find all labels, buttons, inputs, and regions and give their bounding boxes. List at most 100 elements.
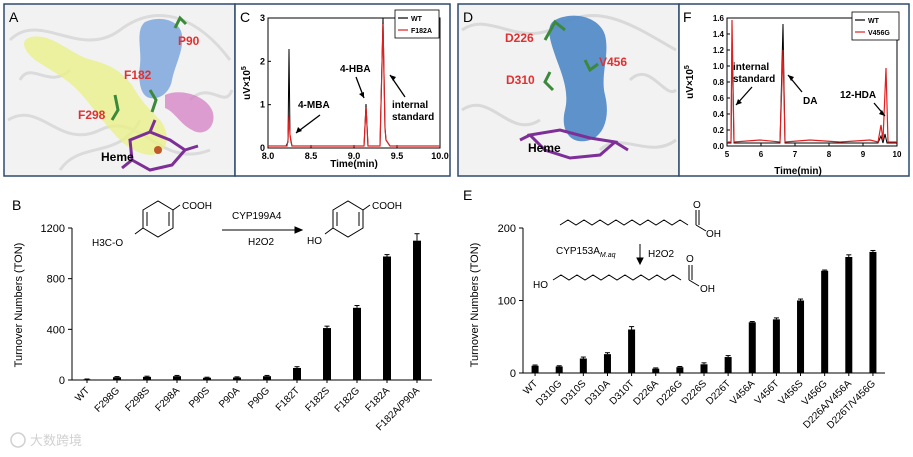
y-tick-label: 2: [260, 56, 265, 66]
label-f182: F182: [124, 68, 152, 82]
x-tick-label: 7: [793, 150, 798, 159]
annotation-12hda: 12-HDA: [840, 90, 876, 101]
x-tick-label: F298A: [154, 385, 183, 414]
bar: [113, 377, 121, 380]
watermark-text: 大数跨境: [30, 433, 82, 448]
legend-label: V456G: [868, 30, 890, 37]
bar: [233, 377, 241, 380]
y-tick-label: 0: [510, 368, 516, 380]
scheme-enzyme-b: CYP199A4: [232, 211, 282, 222]
x-tick-label: P90A: [217, 385, 242, 410]
x-axis-label-f: Time(min): [774, 166, 822, 177]
bar: [724, 357, 732, 373]
y-tick-label: 0: [59, 375, 65, 387]
annotation-da: DA: [803, 96, 817, 107]
bar: [603, 354, 611, 373]
bar: [676, 367, 684, 373]
trace-f182a-c: [268, 23, 440, 147]
legend-f: WT V456G: [851, 11, 900, 41]
panel-d: D D226 V456 D310 Heme: [457, 3, 680, 177]
bars-e: [531, 249, 877, 373]
bar: [203, 377, 211, 380]
label-d226: D226: [505, 31, 534, 45]
annotation-std-line2-f: standard: [733, 74, 775, 85]
y-tick-label: 0.6: [713, 94, 725, 103]
watermark: 大数跨境: [10, 432, 82, 448]
y-tick-label: 1200: [41, 223, 65, 235]
x-tick-label: 8: [827, 150, 832, 159]
y-tick-label: 0.4: [713, 110, 725, 119]
annotation-4hba: 4-HBA: [340, 64, 371, 75]
bar: [652, 368, 660, 373]
annotation-std-line1: internal: [392, 100, 428, 111]
x-tick-label: F182T: [274, 385, 302, 413]
x-tick-label: D310A: [583, 378, 613, 408]
bar: [323, 328, 331, 380]
panel-letter-c: C: [240, 9, 250, 25]
x-axis-label-c: Time(min): [330, 159, 378, 170]
y-axis-label-c: uV×105: [241, 66, 253, 100]
x-tick-label: D310G: [534, 378, 564, 408]
arrow-head: [879, 110, 885, 116]
x-tick-label: 9.0: [348, 151, 361, 161]
bar: [531, 365, 539, 373]
svg-text:uV×105: uV×105: [684, 65, 696, 99]
panel-letter-e: E: [463, 187, 472, 203]
bar: [83, 379, 91, 381]
bar: [383, 256, 391, 380]
x-tick-label: D226T: [704, 378, 733, 407]
legend-label: WT: [411, 16, 423, 23]
y-tick-label: 200: [498, 223, 516, 235]
x-tick-label: F182A: [364, 385, 393, 414]
legend-label: F182A: [411, 28, 432, 35]
channel-blue: [139, 18, 183, 99]
x-tick-label: F298S: [124, 385, 153, 414]
x-axis-f: 5 6 7 8 9 10: [725, 143, 902, 159]
x-tick-label: WT: [521, 378, 540, 397]
x-tick-label: V456A: [728, 378, 757, 407]
bar: [143, 376, 151, 380]
panel-letter-b: B: [12, 197, 21, 213]
bar: [293, 367, 301, 380]
heme-a: [121, 119, 199, 172]
x-tick-label: V456T: [753, 378, 782, 407]
x-tick-label: 10: [893, 150, 902, 159]
label-d310: D310: [506, 73, 535, 87]
bar: [845, 257, 853, 373]
bar: [263, 376, 271, 380]
reaction-scheme-b: [134, 200, 371, 238]
panel-letter-a: A: [9, 9, 19, 25]
x-labels-e: WTD310GD310SD310AD310TD226AD226GD226SD22…: [521, 373, 878, 431]
y-tick-label: 1.6: [713, 14, 725, 23]
label-p90: P90: [178, 34, 200, 48]
scheme-oxidant-b: H2O2: [248, 237, 275, 248]
bar: [555, 366, 563, 373]
scheme-reagent-methoxy: H3C-O: [92, 238, 123, 249]
annotation-std-line1-f: internal: [733, 62, 769, 73]
panel-f: F 0.0 0.2 0.4 0.6 0.8 1.0 1.2 1.4 1.6 5 6 7 8 9 10 Ti…: [678, 3, 910, 177]
legend-c: WT F182A: [394, 9, 440, 39]
y-tick-label: 400: [47, 324, 65, 336]
residue-sticks-a: [110, 15, 188, 121]
y-axis-label-f: uV×105: [684, 65, 696, 99]
x-tick-label: 5: [725, 150, 730, 159]
residue-sticks-d: [543, 19, 599, 92]
scheme-product-oh: HO: [307, 236, 322, 247]
bar: [869, 251, 877, 373]
label-v456: V456: [599, 55, 627, 69]
x-tick-label: 10.0: [431, 151, 449, 161]
bar: [797, 300, 805, 373]
label-heme-a: Heme: [101, 150, 134, 164]
channel-yellow: [24, 36, 167, 155]
y-tick-label: 1.4: [713, 30, 725, 39]
scheme-product-acid: COOH: [372, 201, 402, 212]
panel-a: A P90 F182 F298 Heme: [3, 3, 236, 177]
annotation-std-line2: standard: [392, 112, 434, 123]
heme-d: [519, 128, 629, 160]
panel-letter-f: F: [683, 9, 692, 25]
y-ticks-e: 0 100 200: [498, 223, 523, 380]
bar: [173, 376, 181, 380]
bar: [700, 364, 708, 373]
y-ticks-b: 0 400 800 1200: [41, 223, 72, 387]
x-tick-label: P90G: [246, 385, 272, 411]
